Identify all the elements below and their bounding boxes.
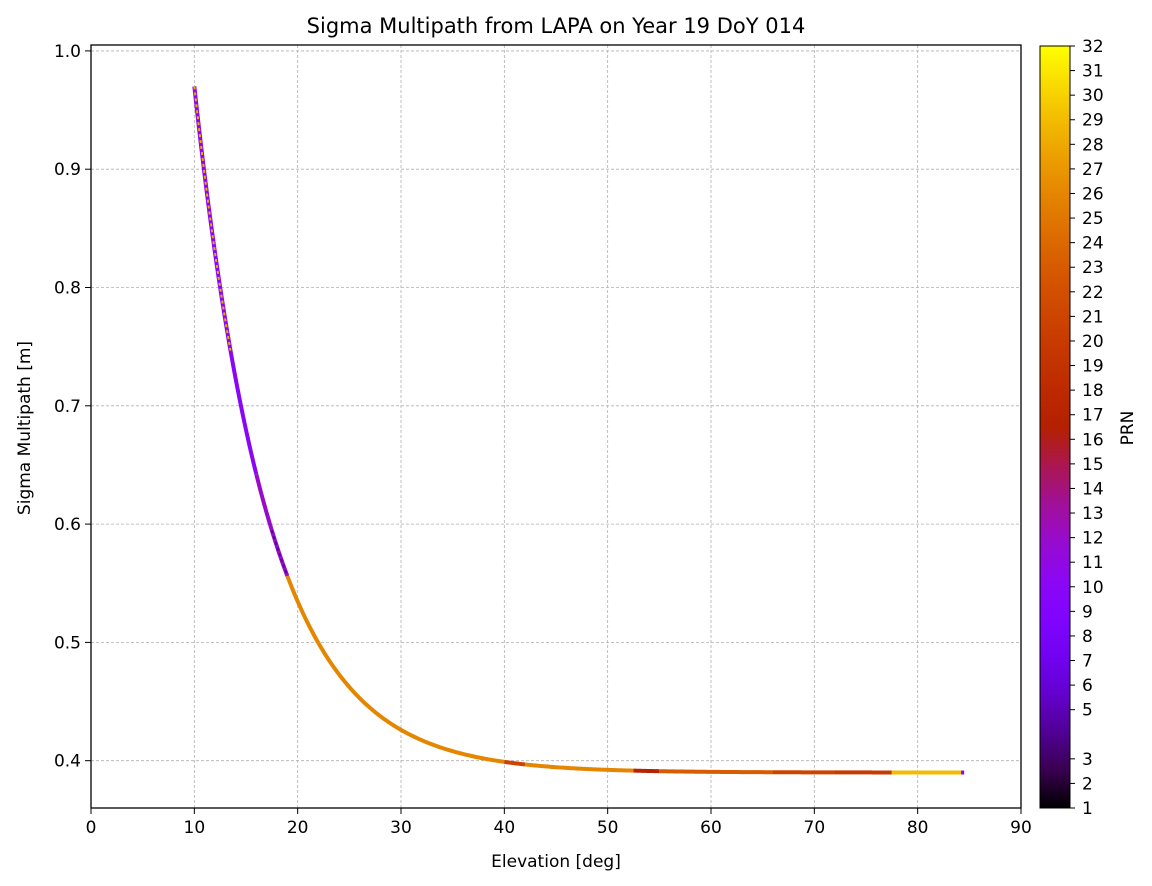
colorbar-tick-label: 18	[1082, 381, 1104, 401]
colorbar-tick-label: 14	[1082, 479, 1104, 499]
colorbar-tick-label: 26	[1082, 184, 1104, 204]
y-tick-label: 0.4	[54, 752, 81, 772]
data-segment	[285, 575, 321, 644]
colorbar-tick-label: 24	[1082, 234, 1104, 254]
grid-lines	[91, 45, 1021, 808]
x-tick-label: 40	[494, 818, 516, 838]
colorbar-tick-label: 2	[1082, 774, 1093, 794]
y-axis-label: Sigma Multipath [m]	[15, 341, 35, 515]
y-tick-label: 0.6	[54, 515, 81, 535]
x-tick-label: 50	[597, 818, 619, 838]
colorbar-tick-label: 25	[1082, 209, 1104, 229]
x-tick-label: 70	[804, 818, 826, 838]
colorbar-tick-label: 10	[1082, 578, 1104, 598]
colorbar-tick-label: 13	[1082, 504, 1104, 524]
data-segment	[193, 86, 232, 351]
x-axis-ticks: 0 10 20 30 40 50 60 70 80 90	[86, 808, 1032, 838]
colorbar-tick-label: 29	[1082, 111, 1104, 131]
data-segment	[316, 641, 505, 764]
data-segment	[270, 530, 289, 577]
colorbar-tick-label: 27	[1082, 160, 1104, 180]
colorbar-tick-label: 32	[1082, 37, 1104, 57]
y-tick-label: 1.0	[54, 42, 81, 62]
colorbar-tick-label: 7	[1082, 652, 1093, 672]
x-tick-label: 90	[1010, 818, 1032, 838]
colorbar-tick-label: 16	[1082, 430, 1104, 450]
colorbar-tick-label: 19	[1082, 357, 1104, 377]
colorbar-tick-label: 21	[1082, 307, 1104, 327]
data-segment	[504, 759, 526, 767]
colorbar-tick-label: 22	[1082, 283, 1104, 303]
x-tick-label: 0	[86, 818, 97, 838]
colorbar-tick-label: 11	[1082, 553, 1104, 573]
x-tick-label: 60	[700, 818, 722, 838]
colorbar-tick-label: 31	[1082, 62, 1104, 82]
data-segment	[633, 768, 660, 774]
data-segment	[659, 769, 773, 775]
colorbar-tick-label: 28	[1082, 135, 1104, 155]
colorbar-tick-label: 15	[1082, 455, 1104, 475]
x-axis-label: Elevation [deg]	[491, 852, 621, 872]
colorbar-gradient	[1039, 45, 1071, 809]
x-tick-label: 20	[287, 818, 309, 838]
colorbar-tick-label: 5	[1082, 701, 1093, 721]
x-tick-label: 30	[390, 818, 412, 838]
colorbar-tick-label: 30	[1082, 86, 1104, 106]
colorbar-tick-label: 3	[1082, 750, 1093, 770]
colorbar-tick-label: 8	[1082, 627, 1093, 647]
chart-title: Sigma Multipath from LAPA on Year 19 DoY…	[307, 14, 806, 38]
colorbar-ticks: 1235678910111213141516171819202122232425…	[1070, 37, 1104, 819]
x-tick-label: 10	[184, 818, 206, 838]
colorbar-label: PRN	[1118, 411, 1138, 446]
colorbar: 1235678910111213141516171819202122232425…	[1039, 37, 1138, 819]
x-tick-label: 80	[907, 818, 929, 838]
colorbar-tick-label: 9	[1082, 602, 1093, 622]
colorbar-tick-label: 20	[1082, 332, 1104, 352]
colorbar-tick-label: 23	[1082, 258, 1104, 278]
data-curve	[192, 86, 965, 775]
y-axis-ticks: 0.4 0.5 0.6 0.7 0.8 0.9 1.0	[54, 42, 91, 772]
data-segment	[192, 86, 259, 475]
colorbar-tick-label: 1	[1082, 799, 1093, 819]
y-tick-label: 0.7	[54, 397, 81, 417]
colorbar-tick-label: 17	[1082, 406, 1104, 426]
y-tick-label: 0.5	[54, 633, 81, 653]
y-tick-label: 0.8	[54, 279, 81, 299]
plot-frame	[90, 44, 1022, 809]
y-tick-label: 0.9	[54, 160, 81, 180]
colorbar-tick-label: 12	[1082, 529, 1104, 549]
colorbar-tick-label: 6	[1082, 676, 1093, 696]
data-segment	[524, 762, 634, 773]
